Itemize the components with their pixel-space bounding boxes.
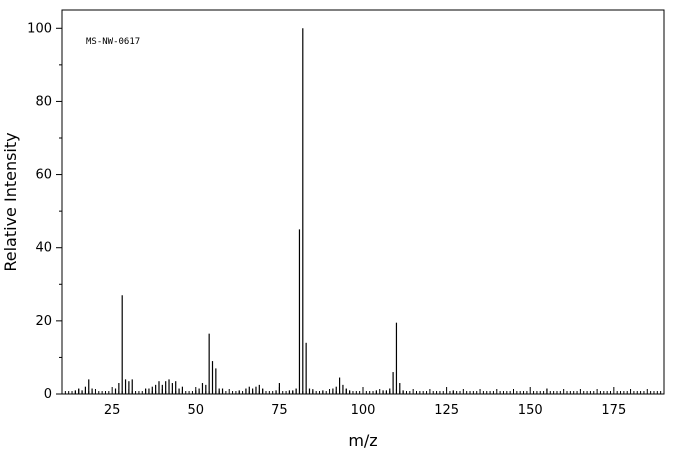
y-tick-label: 0 (44, 387, 52, 402)
x-tick-label: 100 (351, 403, 376, 418)
x-axis-title: m/z (348, 431, 377, 450)
x-tick-label: 150 (518, 403, 543, 418)
y-tick-label: 60 (35, 168, 52, 183)
x-axis: 25 50 75 100 125 150 175 (61, 387, 665, 418)
y-tick-label: 20 (35, 314, 52, 329)
spectrum-id-annotation: MS-NW-0617 (86, 37, 140, 47)
y-axis: 0 20 40 60 80 100 (27, 21, 62, 402)
y-tick-label: 40 (35, 241, 52, 256)
x-tick-label: 175 (601, 403, 626, 418)
spectrum-peaks (74, 28, 548, 394)
x-tick-label: 75 (271, 403, 288, 418)
y-tick-label: 100 (27, 21, 52, 36)
plot-frame (61, 9, 665, 395)
y-axis-title: Relative Intensity (1, 132, 20, 271)
x-tick-label: 50 (188, 403, 205, 418)
x-tick-label: 25 (104, 403, 121, 418)
x-tick-label: 125 (434, 403, 459, 418)
y-tick-label: 80 (35, 94, 52, 109)
